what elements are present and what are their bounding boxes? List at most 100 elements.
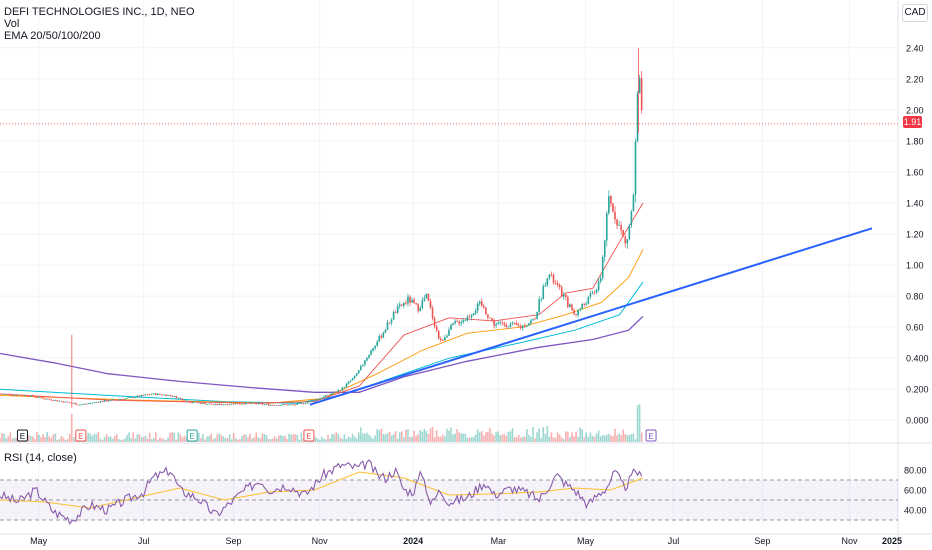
candle-body [398, 304, 401, 307]
volume-bar [230, 439, 233, 442]
volume-bar [292, 434, 294, 442]
candle-body [165, 394, 167, 396]
volume-bar [325, 439, 327, 442]
volume-bar [456, 429, 458, 442]
candle-body [409, 296, 411, 303]
candle-body [142, 394, 145, 396]
time-axis[interactable]: May Jul Sep Nov 2024 Mar May Jul Sep Nov 2025 [30, 536, 902, 546]
volume-bar [251, 438, 253, 442]
volume-bar [66, 439, 69, 442]
ema-legend[interactable]: EMA 20/50/100/200 [4, 30, 101, 42]
volume-bar [446, 428, 448, 442]
candle-body [93, 402, 96, 403]
volume-bar [329, 438, 331, 442]
candle-body [497, 322, 499, 325]
candle-body [120, 399, 122, 401]
volume-bar [161, 438, 163, 442]
candle-body [44, 398, 46, 400]
volume-bar [403, 437, 405, 442]
volume-bar [517, 434, 520, 442]
volume-bar [150, 439, 153, 442]
candle-body [620, 225, 622, 231]
time-tick-label: Nov [312, 536, 329, 546]
volume-bar [370, 436, 372, 442]
volume-bar [364, 433, 366, 442]
candle-body [378, 336, 381, 342]
volume-bar [376, 429, 378, 442]
candle-body [337, 390, 340, 392]
candle-body [136, 395, 139, 398]
candle-body [38, 396, 40, 398]
volume-bar [73, 437, 75, 442]
candle-body [99, 401, 102, 403]
symbol-title[interactable]: DEFI TECHNOLOGIES INC., 1D, NEO [4, 6, 195, 18]
candle-body [480, 301, 483, 307]
currency-button[interactable]: CAD [902, 4, 928, 22]
candle-body [454, 321, 456, 324]
volume-bar [491, 433, 493, 442]
candle-body [419, 307, 422, 311]
volume-bar [341, 438, 344, 442]
volume-bar [632, 433, 635, 442]
candle-body [239, 403, 241, 405]
volume-bar [91, 435, 94, 442]
candle-body [327, 394, 329, 396]
candle-body [310, 400, 313, 402]
candle-body [505, 324, 508, 327]
volume-bar [212, 439, 214, 442]
price-axis[interactable]: 2.40 2.20 2.00 1.80 1.60 1.40 1.20 1.00 0.80 0.60… [904, 43, 929, 515]
candle-body [485, 307, 487, 315]
volume-bar [56, 439, 59, 442]
volume-bar [519, 437, 522, 442]
volume-bar [548, 436, 551, 442]
volume-bar [177, 432, 180, 442]
candle-body [284, 404, 286, 405]
volume-bar [202, 434, 204, 442]
candle-body [237, 403, 239, 405]
volume-bar [606, 434, 608, 442]
candle-body [608, 196, 610, 214]
volume-bar [513, 437, 516, 442]
volume-bar [173, 432, 176, 442]
candle-body [368, 354, 370, 358]
volume-bar [118, 439, 120, 442]
candle-body [597, 281, 600, 291]
candle-body [546, 278, 549, 286]
candle-body [196, 401, 198, 403]
candle-body [591, 292, 594, 294]
volume-bar [60, 436, 63, 442]
candle-body [228, 404, 231, 406]
volume-bar [439, 436, 442, 442]
volume-bar [421, 431, 424, 442]
candle-body [601, 256, 604, 279]
candle-body [232, 403, 235, 405]
volume-bar [489, 428, 491, 442]
volume-bar [269, 438, 272, 442]
candle-body [144, 394, 147, 396]
volume-bar [339, 437, 342, 442]
volume-bar [29, 436, 32, 442]
candle-body [501, 322, 504, 324]
candle-body [7, 393, 9, 395]
candle-body [517, 325, 520, 326]
candle-body [280, 405, 282, 406]
candle-body [448, 329, 450, 336]
price-tick-label: 2.40 [906, 43, 924, 53]
time-tick-label: Mar [491, 536, 507, 546]
volume-bar [206, 436, 208, 442]
volume-bar [577, 436, 579, 442]
volume-bar [259, 438, 262, 442]
rsi-pane [0, 459, 898, 525]
trendline[interactable] [309, 227, 873, 406]
candle-body [526, 325, 528, 327]
candle-body [118, 399, 120, 401]
volume-bar [271, 438, 274, 442]
volume-legend[interactable]: Vol [4, 18, 20, 30]
volume-bar [427, 434, 430, 442]
volume-bar [0, 438, 1, 442]
rsi-legend[interactable]: RSI (14, close) [4, 452, 77, 464]
candle-body [417, 304, 419, 311]
candle-body [403, 302, 405, 306]
volume-bar [454, 433, 456, 442]
